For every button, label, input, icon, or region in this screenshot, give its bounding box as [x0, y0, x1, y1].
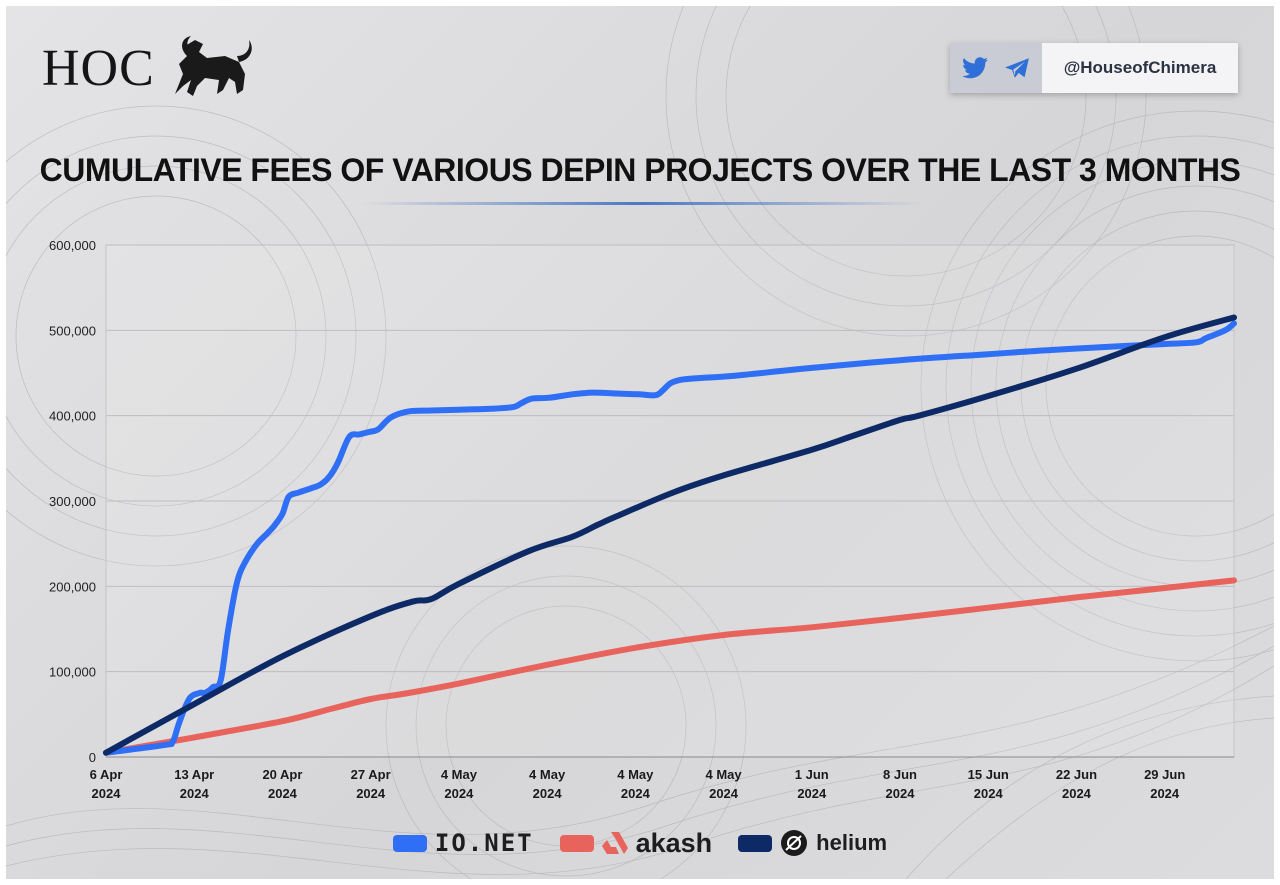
x-tick-year-label: 2024 [709, 786, 739, 801]
infographic-card: HOC @HouseofChimera CUMULATIVE FEES OF V… [6, 6, 1274, 879]
x-tick-label: 4 May [617, 767, 654, 782]
chart-legend: IO.NET akash helium [6, 828, 1274, 858]
series-line-ionet [103, 320, 1237, 756]
akash-logo-icon [601, 832, 628, 854]
y-tick-label: 100,000 [49, 665, 96, 680]
series-line-akash [103, 577, 1237, 756]
x-tick-label: 1 Jun [795, 767, 829, 782]
x-tick-label: 15 Jun [968, 767, 1009, 782]
legend-item-helium: helium [738, 829, 887, 857]
y-tick-label: 200,000 [49, 579, 96, 594]
x-tick-label: 6 Apr [90, 767, 123, 782]
legend-label-akash: akash [635, 827, 713, 858]
x-tick-label: 20 Apr [262, 767, 302, 782]
legend-label-helium: helium [816, 830, 888, 855]
y-tick-label: 0 [89, 750, 96, 765]
twitter-icon[interactable] [962, 57, 988, 79]
hoc-logo: HOC [42, 34, 257, 104]
title-underline [362, 202, 922, 205]
y-tick-label: 500,000 [49, 323, 96, 338]
legend-item-akash: akash [559, 827, 713, 858]
telegram-icon[interactable] [1004, 57, 1030, 79]
x-tick-year-label: 2024 [180, 786, 210, 801]
x-tick-label: 13 Apr [174, 767, 214, 782]
x-tick-year-label: 2024 [974, 786, 1004, 801]
x-tick-year-label: 2024 [621, 786, 651, 801]
x-tick-year-label: 2024 [1062, 786, 1092, 801]
helium-logo-icon [781, 830, 808, 856]
legend-swatch-akash [559, 834, 594, 852]
legend-swatch-helium [738, 834, 773, 852]
legend-label-ionet: IO.NET [434, 829, 534, 857]
social-handle[interactable]: @HouseofChimera [1063, 58, 1217, 77]
y-tick-label: 400,000 [49, 409, 96, 424]
x-tick-label: 4 May [441, 767, 478, 782]
x-tick-label: 4 May [705, 767, 742, 782]
x-tick-label: 22 Jun [1056, 767, 1097, 782]
chart-title: CUMULATIVE FEES OF VARIOUS DEPIN PROJECT… [39, 152, 1241, 188]
x-tick-year-label: 2024 [92, 786, 122, 801]
social-icons [950, 43, 1042, 93]
x-tick-year-label: 2024 [886, 786, 916, 801]
legend-item-ionet: IO.NET [392, 829, 534, 857]
y-tick-label: 600,000 [49, 238, 96, 253]
series-line-helium [103, 314, 1237, 756]
y-tick-label: 300,000 [49, 494, 96, 509]
chimera-lion-icon [174, 36, 252, 96]
x-tick-year-label: 2024 [533, 786, 563, 801]
x-tick-label: 27 Apr [351, 767, 391, 782]
line-chart: 0 100,000 200,000 300,000 400,000 500,000 600,… [49, 238, 1237, 801]
x-tick-label: 29 Jun [1144, 767, 1185, 782]
social-badge[interactable]: @HouseofChimera [950, 43, 1238, 93]
contour-background [6, 6, 1274, 879]
x-tick-year-label: 2024 [444, 786, 474, 801]
x-tick-label: 4 May [529, 767, 566, 782]
x-tick-year-label: 2024 [1150, 786, 1180, 801]
x-tick-year-label: 2024 [797, 786, 827, 801]
x-tick-year-label: 2024 [356, 786, 386, 801]
legend-swatch-ionet [392, 834, 427, 852]
logo-text: HOC [42, 40, 155, 97]
x-tick-year-label: 2024 [268, 786, 298, 801]
x-tick-label: 8 Jun [883, 767, 917, 782]
